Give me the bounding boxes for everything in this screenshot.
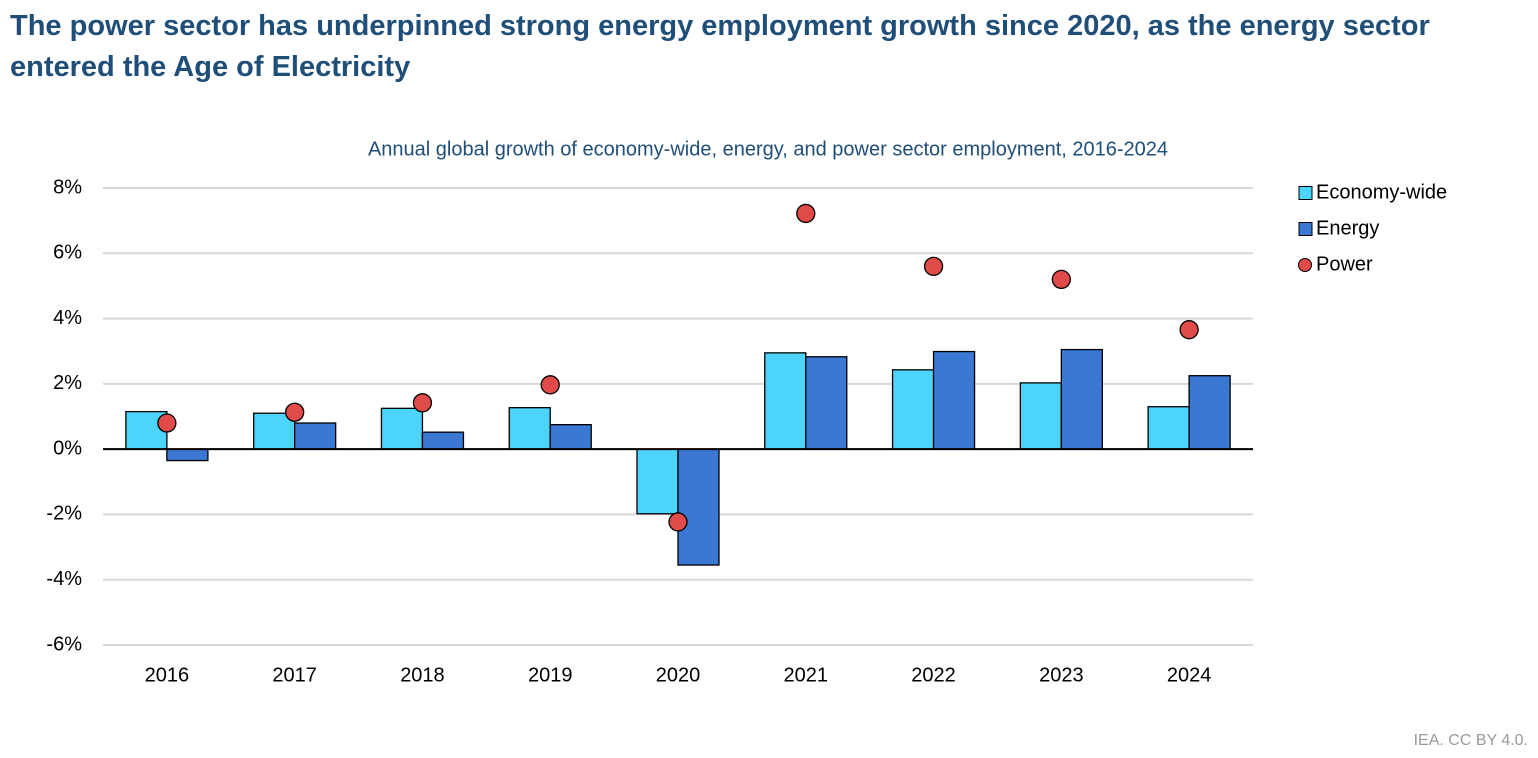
y-tick-label: -4% (46, 568, 82, 590)
bar (294, 422, 337, 450)
power-dot (412, 393, 433, 413)
bar (805, 356, 848, 450)
y-tick-label: 4% (53, 307, 82, 329)
bar (1060, 348, 1103, 450)
legend-swatch (1298, 222, 1313, 236)
x-tick-label: 2018 (400, 664, 445, 686)
bar (166, 448, 209, 462)
x-tick-label: 2024 (1167, 664, 1212, 686)
y-tick-label: -2% (46, 503, 82, 525)
y-tick-label: 8% (53, 176, 82, 198)
y-tick-label: 6% (53, 242, 82, 264)
footer: IEA. CC BY 4.0. (1413, 732, 1528, 749)
y-tick-label: 0% (53, 437, 82, 459)
power-dot (285, 402, 305, 422)
power-dot (796, 203, 816, 224)
legend-label: Power (1316, 253, 1373, 275)
x-tick-label: 2017 (272, 664, 317, 686)
legend-swatch (1298, 186, 1313, 200)
power-dot (1051, 269, 1071, 290)
bar (1147, 406, 1190, 450)
chart-subtitle: Annual global growth of economy-wide, en… (368, 138, 1168, 160)
x-tick-label: 2021 (784, 664, 829, 686)
y-tick-label: -6% (46, 633, 82, 655)
bar (549, 424, 592, 450)
power-dot (923, 256, 944, 276)
y-tick-label: 2% (53, 372, 82, 394)
bar (677, 448, 720, 566)
power-dot (157, 413, 177, 433)
bar (891, 369, 935, 450)
bar (1019, 382, 1062, 450)
x-tick-label: 2016 (145, 664, 190, 686)
bar (636, 448, 679, 515)
bar (932, 350, 976, 450)
x-tick-label: 2020 (656, 664, 701, 686)
legend-label: Energy (1316, 217, 1379, 239)
legend-label: Economy-wide (1316, 181, 1447, 203)
power-dot (1179, 320, 1199, 340)
power-dot (540, 375, 560, 395)
bar (764, 352, 807, 450)
x-tick-label: 2019 (528, 664, 573, 686)
bar (1188, 375, 1231, 450)
x-tick-label: 2022 (911, 664, 956, 686)
bar (508, 407, 551, 450)
power-dot (668, 512, 688, 532)
bar (380, 407, 424, 450)
page-title: The power sector has underpinned strong … (10, 10, 1430, 83)
x-tick-label: 2023 (1039, 664, 1084, 686)
legend-swatch (1298, 258, 1312, 272)
bar (421, 431, 465, 450)
